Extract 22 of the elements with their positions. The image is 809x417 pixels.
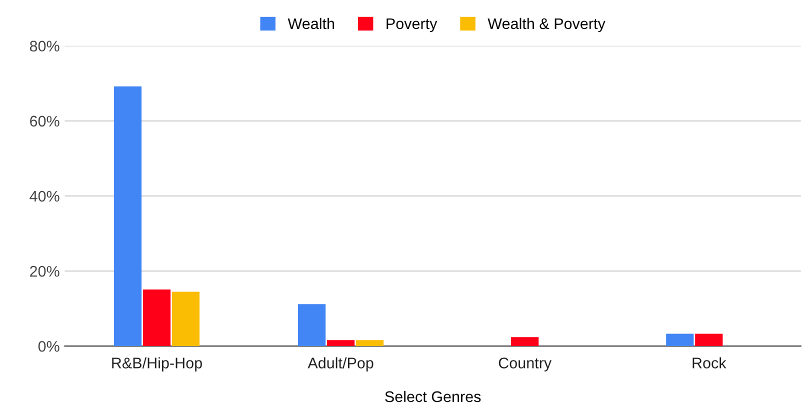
legend-label: Wealth — [288, 18, 334, 30]
bar — [298, 304, 326, 346]
x-axis-title: Select Genres — [385, 390, 481, 402]
bar — [326, 340, 355, 346]
x-tick-label: Country — [498, 358, 552, 372]
y-tick-label: 60% — [30, 116, 60, 127]
x-tick-label: Adult/Pop — [308, 357, 374, 372]
y-tick-label: 80% — [30, 40, 60, 52]
y-tick-label: 40% — [30, 190, 60, 202]
bar — [142, 289, 171, 346]
bar — [114, 86, 142, 346]
legend-label: Wealth & Poverty — [488, 18, 606, 32]
bar — [695, 334, 723, 346]
bar — [666, 334, 694, 346]
y-tick-label: 0% — [38, 340, 60, 352]
bar — [511, 337, 539, 346]
bar — [356, 340, 384, 346]
x-tick-label: R&B/Hip-Hop — [112, 357, 202, 372]
bar — [172, 292, 200, 346]
x-tick-label: Rock — [692, 357, 726, 368]
legend-label: Poverty — [386, 18, 438, 32]
y-tick-label: 20% — [30, 266, 60, 277]
